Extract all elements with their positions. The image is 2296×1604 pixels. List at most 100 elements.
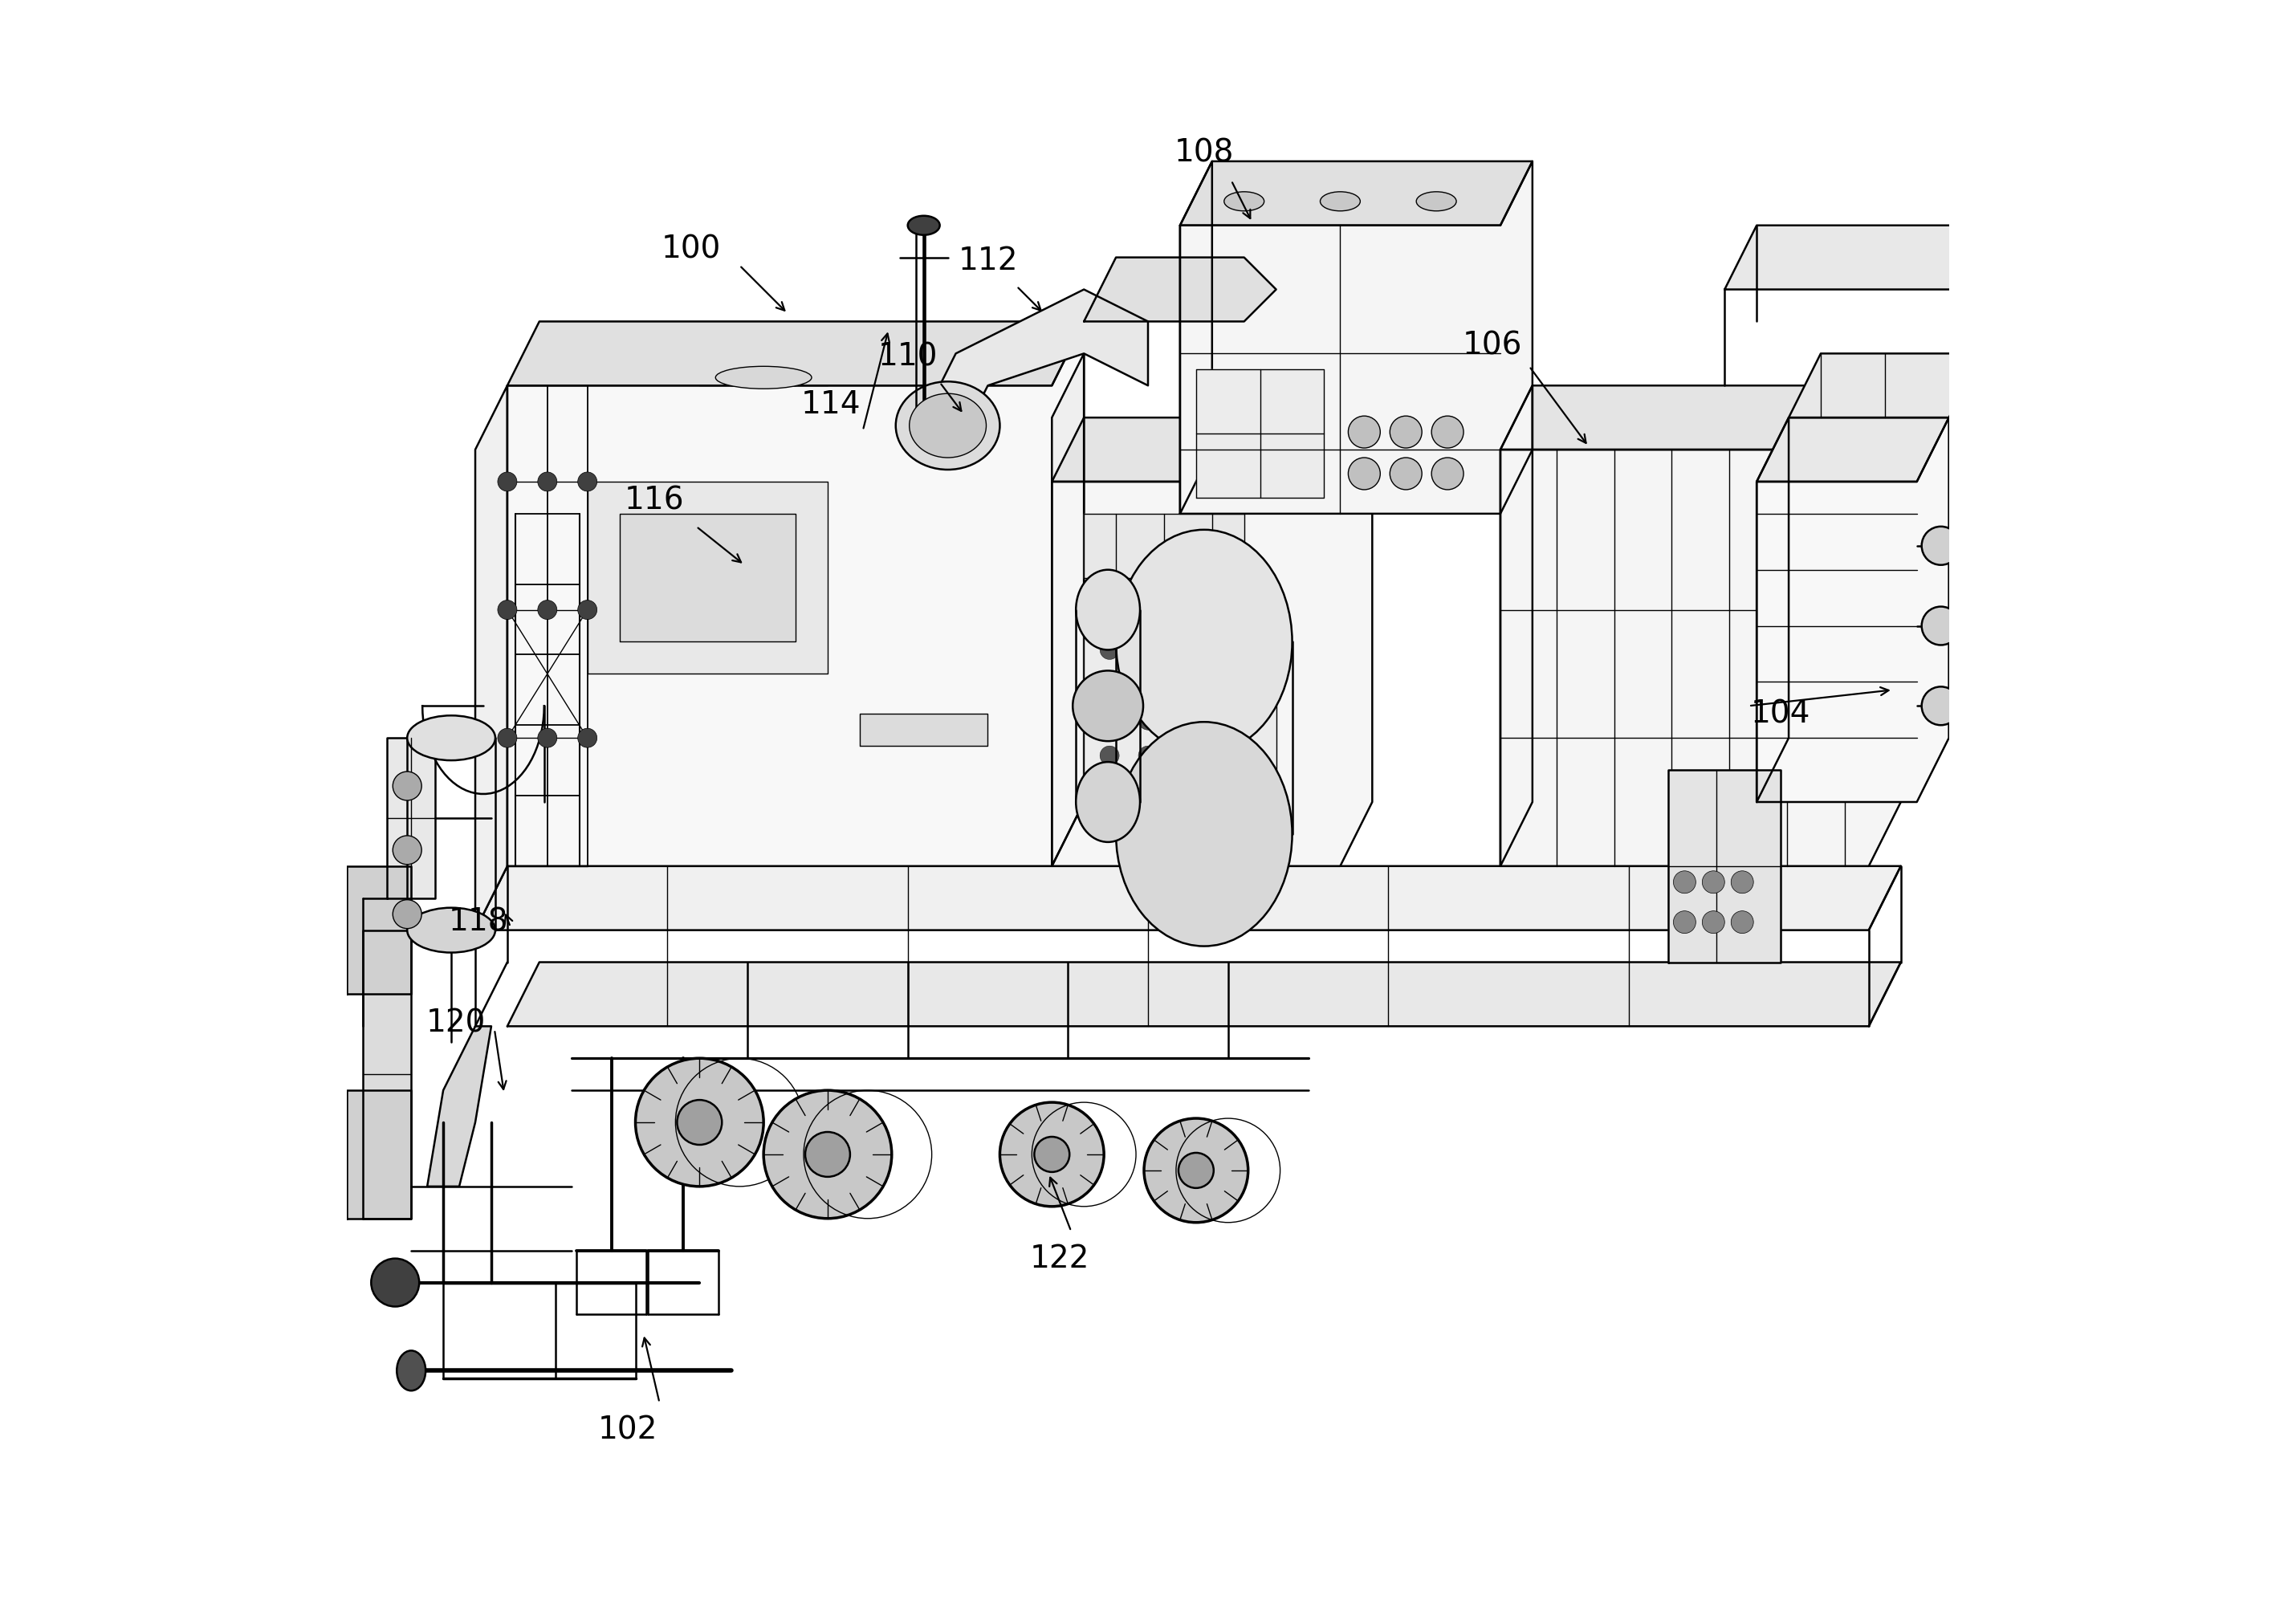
Polygon shape — [1052, 417, 1373, 481]
Ellipse shape — [1116, 722, 1293, 946]
Polygon shape — [1084, 513, 1244, 577]
Polygon shape — [347, 1091, 411, 1219]
Ellipse shape — [1143, 1118, 1249, 1222]
Circle shape — [393, 772, 422, 800]
Circle shape — [1674, 911, 1697, 934]
Polygon shape — [1499, 385, 1901, 866]
Circle shape — [579, 728, 597, 747]
Ellipse shape — [909, 393, 987, 457]
Circle shape — [1674, 871, 1697, 893]
Circle shape — [1922, 606, 1961, 645]
Circle shape — [1215, 640, 1235, 659]
Polygon shape — [588, 481, 827, 674]
Text: 110: 110 — [877, 342, 937, 372]
Text: 116: 116 — [625, 486, 684, 516]
Circle shape — [1922, 687, 1961, 725]
Ellipse shape — [806, 1132, 850, 1177]
Circle shape — [1215, 711, 1235, 730]
Circle shape — [1178, 746, 1196, 765]
Polygon shape — [1756, 417, 1949, 481]
Polygon shape — [1052, 353, 1084, 866]
Circle shape — [1100, 781, 1118, 800]
Circle shape — [537, 728, 558, 747]
Circle shape — [393, 900, 422, 929]
Polygon shape — [1756, 417, 1789, 802]
Ellipse shape — [895, 382, 999, 470]
Circle shape — [1430, 457, 1463, 489]
Ellipse shape — [765, 1091, 891, 1219]
Circle shape — [1139, 711, 1157, 730]
Text: 112: 112 — [957, 245, 1017, 276]
Text: 118: 118 — [448, 906, 507, 937]
Polygon shape — [859, 714, 987, 746]
Circle shape — [372, 1259, 420, 1307]
Polygon shape — [507, 321, 1084, 866]
Polygon shape — [1499, 385, 1531, 866]
Ellipse shape — [1116, 529, 1293, 754]
Circle shape — [498, 600, 517, 619]
Ellipse shape — [1033, 1137, 1070, 1173]
Ellipse shape — [406, 715, 496, 760]
Text: 102: 102 — [597, 1415, 657, 1445]
Polygon shape — [363, 930, 411, 1219]
Circle shape — [1139, 640, 1157, 659]
Circle shape — [1100, 640, 1118, 659]
Text: 122: 122 — [1031, 1243, 1091, 1274]
Circle shape — [1178, 675, 1196, 695]
Polygon shape — [1180, 162, 1531, 513]
Circle shape — [579, 600, 597, 619]
Text: 100: 100 — [661, 234, 721, 265]
Polygon shape — [1669, 770, 1782, 962]
Text: 120: 120 — [427, 1007, 487, 1038]
Ellipse shape — [999, 1102, 1104, 1206]
Ellipse shape — [636, 1059, 765, 1187]
Polygon shape — [1084, 257, 1277, 321]
Ellipse shape — [406, 908, 496, 953]
Polygon shape — [507, 321, 1084, 385]
Circle shape — [1731, 911, 1754, 934]
Ellipse shape — [1178, 1153, 1215, 1189]
Ellipse shape — [907, 217, 939, 234]
Circle shape — [1139, 675, 1157, 695]
Circle shape — [1922, 526, 1961, 565]
Text: 108: 108 — [1173, 138, 1233, 168]
Circle shape — [1215, 781, 1235, 800]
Circle shape — [1731, 871, 1754, 893]
Polygon shape — [620, 513, 797, 642]
Text: 104: 104 — [1752, 699, 1812, 730]
Text: 106: 106 — [1463, 330, 1522, 361]
Circle shape — [1701, 871, 1724, 893]
Polygon shape — [1052, 417, 1373, 866]
Circle shape — [1215, 675, 1235, 695]
Polygon shape — [1084, 610, 1277, 818]
Circle shape — [1389, 415, 1421, 448]
Circle shape — [393, 836, 422, 865]
Polygon shape — [475, 866, 1901, 930]
Polygon shape — [923, 289, 1148, 449]
Circle shape — [1178, 640, 1196, 659]
Polygon shape — [1724, 226, 1998, 289]
Ellipse shape — [397, 1351, 425, 1391]
Circle shape — [1215, 746, 1235, 765]
Circle shape — [1072, 670, 1143, 741]
Ellipse shape — [1224, 192, 1265, 212]
Circle shape — [579, 472, 597, 491]
Polygon shape — [1499, 385, 1901, 449]
Polygon shape — [427, 1027, 491, 1187]
Circle shape — [1100, 711, 1118, 730]
Ellipse shape — [716, 366, 810, 388]
Circle shape — [1348, 415, 1380, 448]
Circle shape — [1100, 746, 1118, 765]
Circle shape — [1139, 781, 1157, 800]
Polygon shape — [1756, 417, 1949, 802]
Circle shape — [1100, 675, 1118, 695]
Polygon shape — [1789, 353, 1981, 417]
Polygon shape — [1196, 369, 1325, 497]
Circle shape — [537, 472, 558, 491]
Ellipse shape — [1077, 762, 1141, 842]
Circle shape — [1430, 415, 1463, 448]
Polygon shape — [347, 866, 411, 994]
Polygon shape — [475, 385, 507, 930]
Polygon shape — [507, 962, 1901, 1027]
Ellipse shape — [1077, 569, 1141, 650]
